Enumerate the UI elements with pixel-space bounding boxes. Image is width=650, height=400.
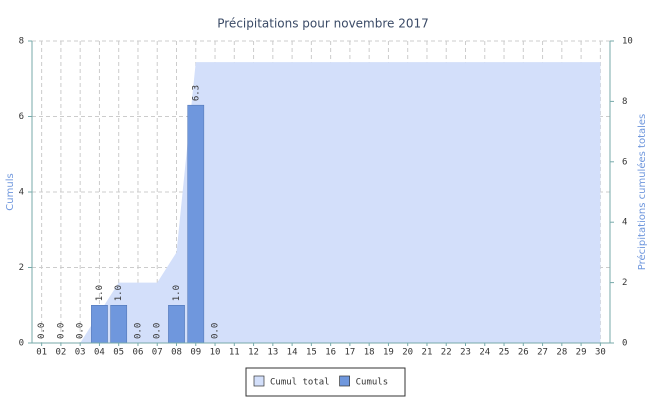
y-tick-label: 2 — [19, 263, 24, 273]
x-tick-label: 17 — [344, 348, 355, 358]
legend-swatch — [253, 375, 265, 387]
bar — [168, 305, 185, 344]
x-tick-label: 04 — [94, 348, 105, 358]
legend-swatch — [339, 375, 350, 387]
x-tick-label: 21 — [422, 348, 433, 358]
x-tick-label: 20 — [402, 348, 413, 358]
bar — [91, 305, 108, 344]
data-label: 0.0 — [211, 323, 221, 339]
y2-tick-label: 2 — [622, 278, 627, 288]
data-label: 0.0 — [133, 323, 143, 339]
x-tick-label: 06 — [133, 348, 144, 358]
bar — [110, 305, 128, 344]
x-tick-label: 05 — [113, 348, 124, 358]
y2-tick-label: 10 — [622, 37, 633, 47]
data-label: 0.0 — [76, 323, 86, 339]
y2-tick-label: 6 — [622, 157, 627, 167]
x-tick-label: 09 — [190, 348, 201, 358]
y-axis-label: Cumuls — [5, 173, 16, 210]
x-tick-label: 26 — [518, 348, 529, 358]
legend-label: Cumuls — [356, 378, 389, 388]
x-tick-label: 11 — [229, 348, 240, 358]
x-tick-label: 23 — [460, 348, 471, 358]
y-tick-label: 4 — [19, 188, 24, 198]
x-tick-label: 29 — [576, 348, 587, 358]
x-tick-label: 24 — [479, 348, 490, 358]
x-tick-label: 30 — [595, 348, 606, 358]
y2-tick-label: 0 — [622, 339, 627, 349]
x-tick-label: 07 — [152, 348, 163, 358]
legend-label: Cumul total — [270, 378, 330, 388]
x-tick-label: 18 — [364, 348, 375, 358]
data-label: 6.3 — [191, 85, 201, 101]
chart-title: Précipitations pour novembre 2017 — [217, 17, 429, 31]
x-tick-label: 14 — [287, 348, 298, 358]
data-label: 1.0 — [95, 285, 105, 301]
x-tick-label: 28 — [556, 348, 567, 358]
data-label: 0.0 — [153, 323, 163, 339]
x-tick-label: 03 — [75, 348, 86, 358]
y-tick-label: 6 — [19, 112, 24, 122]
x-tick-label: 22 — [441, 348, 452, 358]
y-tick-label: 8 — [19, 37, 24, 47]
x-tick-label: 12 — [248, 348, 259, 358]
y-tick-label: 0 — [19, 339, 24, 349]
x-tick-label: 25 — [499, 348, 510, 358]
data-label: 1.0 — [172, 285, 182, 301]
x-tick-label: 08 — [171, 348, 182, 358]
y2-tick-label: 4 — [622, 218, 627, 228]
x-tick-label: 16 — [325, 348, 336, 358]
x-tick-label: 27 — [537, 348, 548, 358]
area — [41, 62, 601, 343]
data-label: 0.0 — [37, 323, 47, 339]
data-label: 1.0 — [114, 285, 124, 301]
data-label: 0.0 — [56, 323, 66, 339]
bar — [187, 104, 205, 344]
x-tick-label: 15 — [306, 348, 317, 358]
x-tick-label: 13 — [267, 348, 278, 358]
y2-axis-label: Précipitations cumulées totales — [636, 114, 648, 271]
x-tick-label: 10 — [210, 348, 221, 358]
x-tick-label: 19 — [383, 348, 394, 358]
x-tick-label: 02 — [55, 348, 66, 358]
x-tick-label: 01 — [36, 348, 47, 358]
legend — [245, 367, 406, 397]
y2-tick-label: 8 — [622, 97, 627, 107]
